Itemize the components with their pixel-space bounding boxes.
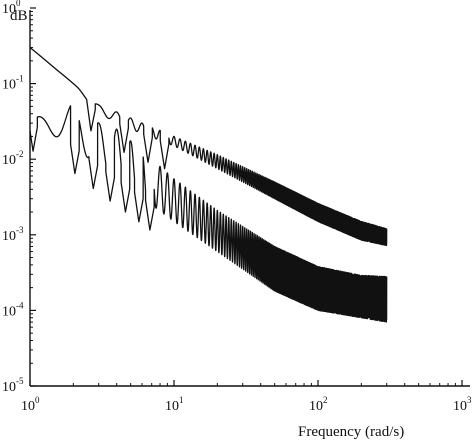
y-axis-label: dB	[10, 8, 28, 24]
plot-frame	[29, 10, 470, 387]
series-line-1	[29, 46, 388, 247]
y-tick-label: 10-2	[2, 149, 24, 168]
x-tick-label: 102	[309, 395, 328, 414]
series-line-2	[29, 105, 388, 323]
y-tick-label: 10-4	[2, 300, 24, 319]
x-axis-label: Frequency (rad/s)	[298, 424, 404, 440]
y-tick-label: 10-3	[2, 225, 24, 244]
y-tick-label: 10-5	[2, 376, 24, 395]
x-tick-label: 101	[165, 395, 184, 414]
x-tick-label: 103	[453, 395, 472, 414]
y-tick-label: 10-1	[2, 74, 24, 93]
y-tick-label: 100	[2, 0, 21, 17]
x-tick-label: 100	[21, 395, 40, 414]
series-layer	[29, 46, 388, 323]
ticks: 100 101 102 103 10-5 10-4 10-3 10-2 10-1 100	[2, 0, 472, 414]
